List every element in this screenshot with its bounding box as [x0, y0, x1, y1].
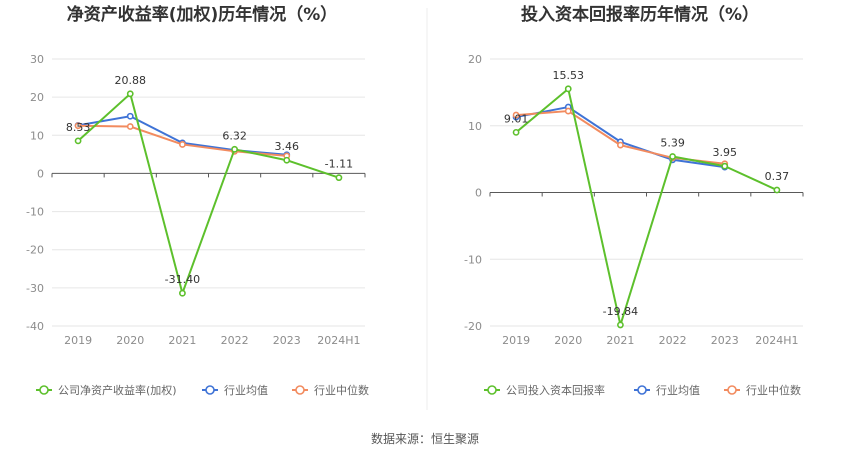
- data-point: [617, 141, 624, 149]
- data-point: [512, 128, 520, 136]
- y-tick-label: -20: [26, 244, 44, 257]
- data-label: 5.39: [660, 137, 685, 150]
- legend-label: 行业均值: [656, 384, 700, 397]
- data-label: 9.01: [504, 112, 529, 125]
- data-point: [179, 141, 186, 148]
- y-tick-label: 20: [30, 91, 44, 104]
- data-point: [126, 123, 134, 130]
- data-point: [564, 85, 572, 93]
- data-point: [721, 162, 729, 170]
- data-label: 3.95: [713, 146, 738, 159]
- x-tick-label: 2019: [502, 334, 530, 347]
- x-tick-label: 2020: [116, 334, 144, 347]
- data-label: 15.53: [553, 69, 585, 82]
- data-label: -31.40: [165, 273, 200, 286]
- data-label: 3.46: [275, 140, 300, 153]
- data-label: 0.37: [765, 170, 790, 183]
- data-point: [564, 107, 572, 115]
- y-tick-label: 0: [37, 167, 44, 180]
- legend-marker: [295, 385, 305, 395]
- legend-marker: [487, 385, 497, 395]
- legend-label: 公司投入资本回报率: [506, 383, 605, 397]
- source-footer: 数据来源：恒生聚源: [371, 431, 479, 446]
- y-tick-label: 10: [30, 129, 44, 142]
- data-point: [179, 289, 186, 297]
- y-tick-label: 0: [475, 187, 482, 200]
- data-point: [126, 90, 134, 98]
- x-tick-label: 2024H1: [317, 334, 360, 347]
- x-tick-label: 2023: [273, 334, 301, 347]
- y-tick-label: 10: [468, 120, 482, 133]
- legend-marker: [637, 385, 647, 395]
- x-tick-label: 2019: [64, 334, 92, 347]
- legend-marker: [39, 385, 49, 395]
- y-tick-label: -40: [26, 320, 44, 333]
- y-tick-label: 30: [30, 53, 44, 66]
- x-tick-label: 2020: [554, 334, 582, 347]
- data-point: [335, 174, 343, 182]
- data-point: [617, 321, 624, 329]
- y-tick-label: 20: [468, 53, 482, 66]
- data-point: [669, 153, 676, 160]
- x-tick-label: 2024H1: [755, 334, 798, 347]
- data-point: [231, 145, 238, 153]
- x-tick-label: 2022: [221, 334, 249, 347]
- series-line-2: [516, 110, 725, 165]
- data-label: 6.32: [222, 129, 247, 142]
- y-tick-label: -10: [464, 253, 482, 266]
- legend-label: 公司净资产收益率(加权): [58, 383, 177, 397]
- data-point: [512, 111, 520, 119]
- series-line-0: [77, 92, 340, 295]
- legend-label: 行业均值: [224, 384, 268, 397]
- x-tick-label: 2023: [711, 334, 739, 347]
- data-point: [74, 122, 82, 130]
- series-line-0: [515, 87, 778, 326]
- data-point: [773, 186, 781, 194]
- legend-marker: [205, 385, 215, 395]
- data-point: [283, 156, 291, 164]
- data-point: [126, 112, 134, 120]
- data-label: 8.53: [66, 121, 91, 134]
- x-tick-label: 2021: [168, 334, 196, 347]
- y-tick-label: -30: [26, 282, 44, 295]
- chart-title: 投入资本回报率历年情况（%）: [521, 4, 759, 25]
- y-tick-label: -10: [26, 206, 44, 219]
- data-label: 20.88: [115, 74, 147, 87]
- legend-marker: [727, 385, 737, 395]
- data-point: [74, 137, 82, 145]
- data-label: -1.11: [325, 158, 353, 171]
- x-tick-label: 2022: [659, 334, 687, 347]
- x-tick-label: 2021: [606, 334, 634, 347]
- chart-title: 净资产收益率(加权)历年情况（%）: [67, 4, 338, 25]
- series-line-1: [515, 106, 725, 169]
- legend-label: 行业中位数: [746, 383, 801, 397]
- legend-label: 行业中位数: [314, 383, 369, 397]
- y-tick-label: -20: [464, 320, 482, 333]
- data-label: -19.84: [603, 305, 638, 318]
